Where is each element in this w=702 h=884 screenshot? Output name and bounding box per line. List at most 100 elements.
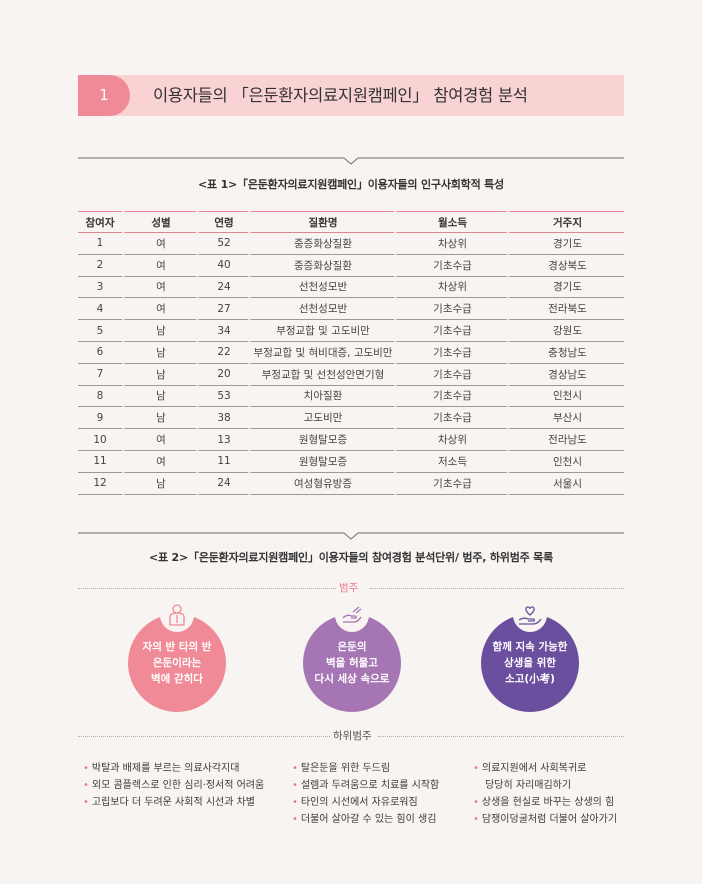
- age-cell: 24: [196, 472, 248, 495]
- list-item: • 타인의 시선에서 자유로워짐: [292, 797, 418, 808]
- list-item: • 탈은둔을 위한 두드림: [292, 763, 391, 774]
- category-3-text: 함께 지속 가능한 상생을 위한 소고(小考): [492, 641, 568, 685]
- age-cell: 53: [196, 385, 248, 408]
- age-cell: 11: [196, 450, 248, 473]
- table-row: 12 남 24 여성형유방증 기초수급 서울시: [78, 472, 624, 495]
- residence-cell: 충청남도: [507, 341, 624, 364]
- header-disease: 질환명: [248, 211, 394, 233]
- category-1-text: 자의 반 타의 반 은둔이라는 벽에 갇히다: [142, 641, 212, 685]
- table-row: 8 남 53 치아질환 기초수급 인천시: [78, 385, 624, 408]
- table-row: 1 여 52 중증화상질환 차상위 경기도: [78, 233, 624, 255]
- subcategory-list-3: •의료지원에서 사회복귀로 • 당당히 자리매김하기 •상생을 현실로 바꾸는 …: [473, 760, 617, 828]
- age-cell: 22: [196, 341, 248, 364]
- income-cell: 기초수급: [394, 407, 507, 430]
- residence-cell: 인천시: [507, 450, 624, 473]
- list-item: • 외모 콤플렉스로 인한 심리·정서적 어려움: [83, 780, 265, 791]
- disease-cell: 원형탈모증: [248, 429, 394, 451]
- sex-cell: 여: [122, 298, 196, 321]
- income-cell: 기초수급: [394, 341, 507, 364]
- table1-divider: [78, 155, 624, 167]
- sex-cell: 남: [122, 472, 196, 495]
- participant-cell: 1: [78, 233, 122, 255]
- table-row: 11 여 11 원형탈모증 저소득 인천시: [78, 450, 624, 473]
- header-sex: 성별: [122, 211, 196, 233]
- income-cell: 기초수급: [394, 472, 507, 495]
- list-item: • 의료지원에서 사회복귀로: [473, 763, 587, 774]
- disease-cell: 치아질환: [248, 385, 394, 408]
- sex-cell: 여: [122, 450, 196, 473]
- age-cell: 24: [196, 276, 248, 299]
- table1-caption: <표 1>「은둔환자의료지원캠페인」이용자들의 인구사회학적 특성: [198, 178, 504, 191]
- section-header: 1 이용자들의 「은둔환자의료지원캠페인」 참여경험 분석: [78, 75, 624, 116]
- section-title: 이용자들의 「은둔환자의료지원캠페인」 참여경험 분석: [153, 86, 528, 105]
- table-row: 7 남 20 부정교합 및 선천성안면기형 기초수급 경상남도: [78, 363, 624, 386]
- header-income: 월소득: [394, 211, 507, 233]
- sex-cell: 여: [122, 254, 196, 277]
- disease-cell: 고도비만: [248, 407, 394, 430]
- helping-hand-icon: [335, 598, 369, 632]
- disease-cell: 부정교합 및 선천성안면기형: [248, 363, 394, 386]
- participant-cell: 4: [78, 298, 122, 321]
- income-cell: 기초수급: [394, 320, 507, 342]
- person-icon: [160, 598, 194, 632]
- disease-cell: 선천성모반: [248, 276, 394, 299]
- section-number: 1: [78, 75, 130, 116]
- participant-cell: 5: [78, 320, 122, 342]
- participant-cell: 8: [78, 386, 122, 408]
- category-dotline-right: [370, 588, 624, 589]
- heart-hand-icon: [513, 598, 547, 632]
- header-residence: 거주지: [507, 211, 624, 233]
- disease-cell: 부정교합 및 혀비대증, 고도비만: [248, 341, 394, 364]
- residence-cell: 경기도: [507, 233, 624, 255]
- table-row: 4 여 27 선천성모반 기초수급 전라북도: [78, 298, 624, 321]
- residence-cell: 경기도: [507, 276, 624, 299]
- table-row: 10 여 13 원형탈모증 차상위 전라남도: [78, 429, 624, 451]
- header-age: 연령: [196, 211, 248, 233]
- sex-cell: 남: [122, 407, 196, 430]
- category-circle-3: 함께 지속 가능한 상생을 위한 소고(小考): [481, 614, 579, 712]
- subcategory-list-1: • 박탈과 배제를 부르는 의료사각지대 • 외모 콤플렉스로 인한 심리·정서적 …: [83, 760, 264, 811]
- income-cell: 기초수급: [394, 298, 507, 321]
- table-row: 9 남 38 고도비만 기초수급 부산시: [78, 407, 624, 430]
- table-row: 6 남 22 부정교합 및 혀비대증, 고도비만 기초수급 충청남도: [78, 341, 624, 364]
- subcategory-dotline-left: [78, 736, 330, 737]
- participant-cell: 2: [78, 255, 122, 277]
- disease-cell: 여성형유방증: [248, 472, 394, 495]
- disease-cell: 선천성모반: [248, 298, 394, 321]
- section-title-band: [98, 75, 624, 116]
- list-item: • 박탈과 배제를 부르는 의료사각지대: [83, 763, 240, 774]
- table-row: 3 여 24 선천성모반 차상위 경기도: [78, 276, 624, 299]
- participant-cell: 3: [78, 277, 122, 299]
- participant-cell: 7: [78, 364, 122, 386]
- table-row: 2 여 40 중증화상질환 기초수급 경상북도: [78, 254, 624, 277]
- residence-cell: 경상북도: [507, 254, 624, 277]
- table-header-row: 참여자 성별 연령 질환명 월소득 거주지: [78, 211, 624, 233]
- income-cell: 저소득: [394, 450, 507, 473]
- list-item: • 당당히 자리매김하기: [481, 780, 572, 791]
- age-cell: 20: [196, 363, 248, 386]
- subcategory-list-2: • 탈은둔을 위한 두드림 • 설렘과 두려움으로 치료를 시작함 • 타인의 시선에…: [292, 760, 439, 828]
- participant-cell: 9: [78, 407, 122, 430]
- sex-cell: 여: [122, 276, 196, 299]
- subcategory-label: 하위범주: [333, 730, 372, 742]
- list-item: • 담쟁이덩굴처럼 더불어 살아가기: [473, 814, 618, 825]
- category-dotline-left: [78, 588, 336, 589]
- sex-cell: 남: [122, 320, 196, 342]
- income-cell: 기초수급: [394, 254, 507, 277]
- age-cell: 38: [196, 407, 248, 430]
- residence-cell: 서울시: [507, 472, 624, 495]
- sex-cell: 남: [122, 385, 196, 408]
- income-cell: 기초수급: [394, 363, 507, 386]
- disease-cell: 부정교합 및 고도비만: [248, 320, 394, 342]
- category-label: 범주: [339, 582, 359, 594]
- income-cell: 차상위: [394, 429, 507, 451]
- age-cell: 52: [196, 233, 248, 255]
- residence-cell: 인천시: [507, 385, 624, 408]
- participant-cell: 11: [78, 451, 122, 473]
- participant-cell: 10: [78, 429, 122, 451]
- sex-cell: 남: [122, 363, 196, 386]
- sex-cell: 여: [122, 429, 196, 451]
- list-item: • 상생을 현실로 바꾸는 상생의 힘: [473, 797, 615, 808]
- header-participant: 참여자: [78, 211, 122, 233]
- income-cell: 차상위: [394, 276, 507, 299]
